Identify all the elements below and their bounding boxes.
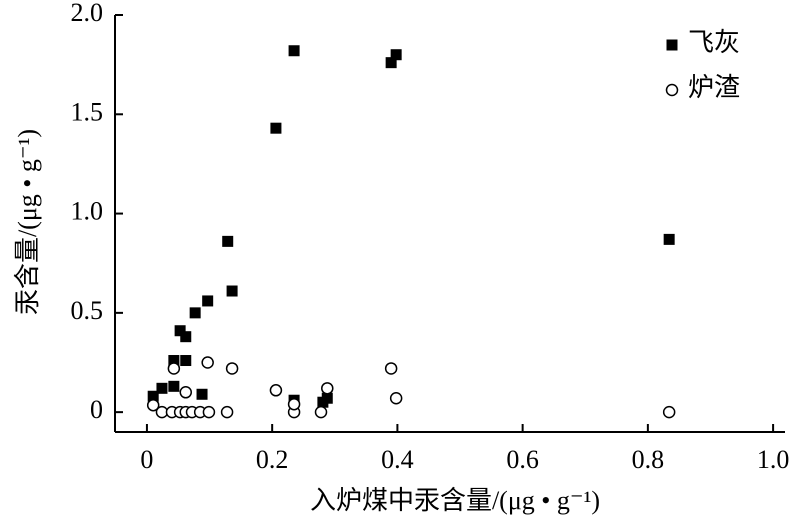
point — [321, 392, 333, 404]
y-tick-label: 0 — [90, 395, 103, 424]
point — [196, 388, 208, 400]
y-tick-label: 0.5 — [71, 296, 104, 325]
point — [180, 331, 192, 343]
point — [202, 405, 216, 419]
point — [201, 356, 214, 369]
y-axis-label: 汞含量/(μg • g⁻¹) — [13, 129, 42, 315]
point — [287, 397, 301, 411]
point — [168, 380, 180, 392]
point — [146, 398, 160, 412]
legend-marker — [665, 83, 679, 97]
legend-marker — [666, 39, 678, 51]
point — [389, 391, 403, 405]
point — [179, 386, 193, 399]
point — [168, 355, 180, 367]
point — [321, 382, 334, 395]
x-tick-label: 0.2 — [256, 445, 289, 474]
point — [225, 362, 239, 375]
legend-label: 炉渣 — [688, 73, 740, 102]
x-tick-label: 0.4 — [381, 445, 414, 474]
point — [167, 362, 181, 375]
point — [390, 49, 402, 61]
point — [174, 325, 186, 337]
x-tick-label: 0.8 — [632, 445, 665, 474]
point — [662, 405, 676, 419]
point — [385, 57, 397, 69]
x-tick-label: 0.6 — [506, 445, 539, 474]
point — [147, 390, 159, 402]
x-axis-label: 入炉煤中汞含量/(μg • g⁻¹) — [310, 486, 600, 515]
point — [314, 405, 328, 419]
point — [222, 235, 234, 247]
point — [180, 355, 192, 367]
point — [270, 122, 282, 134]
legend-label: 飞灰 — [688, 28, 740, 57]
point — [202, 295, 214, 307]
point — [288, 45, 300, 57]
y-tick-label: 2.0 — [71, 0, 104, 27]
point — [269, 384, 283, 397]
point — [226, 285, 238, 297]
y-tick-label: 1.5 — [71, 97, 104, 126]
point — [189, 307, 201, 319]
point — [384, 362, 398, 375]
point — [220, 405, 234, 419]
x-tick-label: 1.0 — [757, 445, 790, 474]
point — [156, 382, 168, 394]
point — [663, 233, 675, 245]
y-tick-label: 1.0 — [71, 197, 104, 226]
x-tick-label: 0 — [140, 445, 153, 474]
